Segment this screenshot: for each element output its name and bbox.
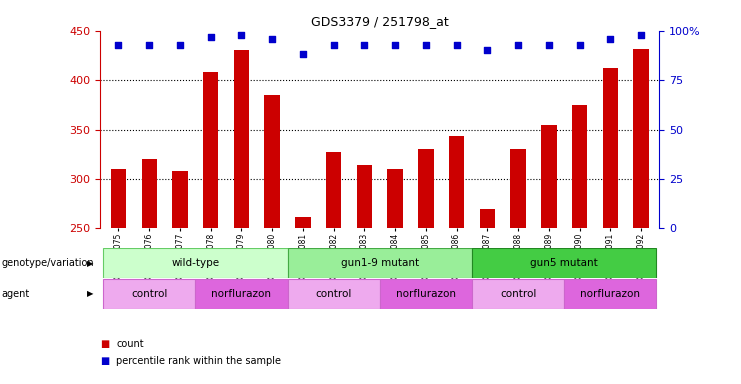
- Point: [297, 51, 309, 58]
- Text: ▶: ▶: [87, 289, 94, 298]
- Bar: [288, 279, 380, 308]
- Text: control: control: [131, 289, 167, 299]
- Point: [574, 41, 585, 48]
- Title: GDS3379 / 251798_at: GDS3379 / 251798_at: [311, 15, 448, 28]
- Bar: [449, 136, 465, 228]
- Text: norflurazon: norflurazon: [580, 289, 640, 299]
- Bar: [541, 125, 556, 228]
- Bar: [418, 149, 433, 228]
- Bar: [326, 152, 342, 228]
- Point: [635, 31, 647, 38]
- Bar: [295, 217, 310, 228]
- Point: [205, 33, 216, 40]
- Text: ▶: ▶: [87, 258, 94, 268]
- Bar: [265, 95, 280, 228]
- Point: [328, 41, 339, 48]
- Bar: [479, 209, 495, 228]
- Text: ■: ■: [100, 339, 109, 349]
- Text: agent: agent: [1, 289, 30, 299]
- Point: [113, 41, 124, 48]
- Bar: [103, 248, 288, 278]
- Text: ■: ■: [100, 356, 109, 366]
- Point: [143, 41, 155, 48]
- Bar: [472, 279, 564, 308]
- Bar: [142, 159, 157, 228]
- Text: control: control: [500, 289, 536, 299]
- Point: [266, 36, 278, 42]
- Point: [605, 36, 617, 42]
- Point: [236, 31, 247, 38]
- Point: [512, 41, 524, 48]
- Text: percentile rank within the sample: percentile rank within the sample: [116, 356, 282, 366]
- Bar: [233, 50, 249, 228]
- Point: [482, 47, 494, 53]
- Text: wild-type: wild-type: [171, 258, 219, 268]
- Text: count: count: [116, 339, 144, 349]
- Bar: [172, 171, 187, 228]
- Text: gun1-9 mutant: gun1-9 mutant: [341, 258, 419, 268]
- Bar: [196, 279, 288, 308]
- Bar: [511, 149, 526, 228]
- Bar: [634, 48, 648, 228]
- Text: norflurazon: norflurazon: [211, 289, 271, 299]
- Bar: [288, 248, 472, 278]
- Point: [359, 41, 370, 48]
- Bar: [103, 279, 196, 308]
- Point: [420, 41, 432, 48]
- Bar: [564, 279, 657, 308]
- Text: genotype/variation: genotype/variation: [1, 258, 94, 268]
- Point: [451, 41, 462, 48]
- Point: [174, 41, 186, 48]
- Bar: [380, 279, 472, 308]
- Bar: [356, 165, 372, 228]
- Bar: [572, 105, 588, 228]
- Text: gun5 mutant: gun5 mutant: [531, 258, 598, 268]
- Text: norflurazon: norflurazon: [396, 289, 456, 299]
- Bar: [203, 72, 219, 228]
- Bar: [602, 68, 618, 228]
- Bar: [472, 248, 657, 278]
- Bar: [111, 169, 126, 228]
- Text: control: control: [316, 289, 352, 299]
- Point: [543, 41, 555, 48]
- Bar: [388, 169, 403, 228]
- Point: [389, 41, 401, 48]
